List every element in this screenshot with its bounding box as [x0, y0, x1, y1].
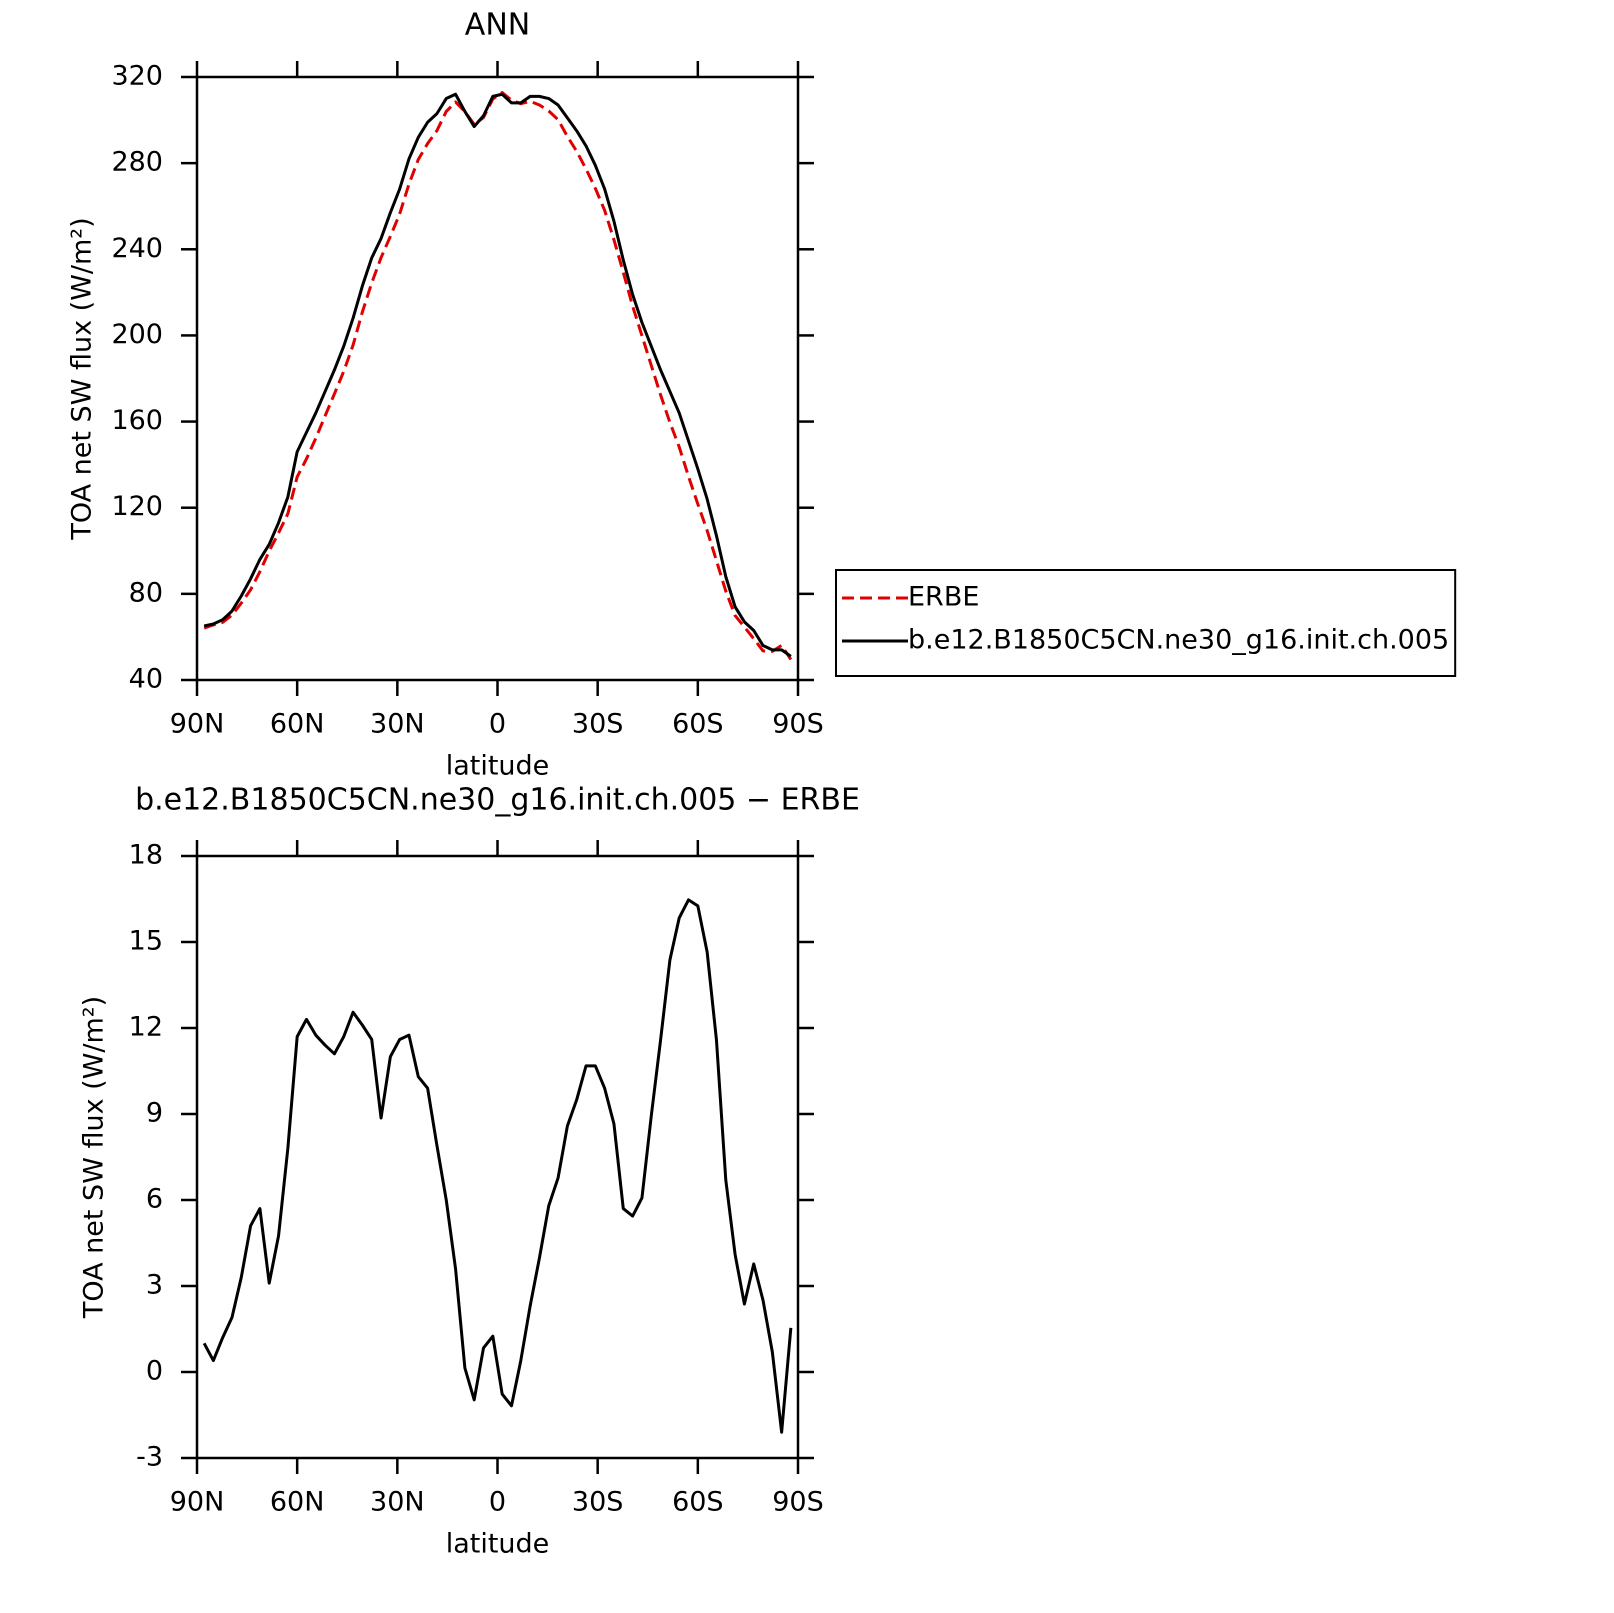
legend-label: ERBE	[908, 582, 979, 613]
x-tick-label: 90N	[170, 709, 225, 740]
y-tick-label: -3	[136, 1442, 163, 1473]
data-line	[203, 92, 792, 658]
x-tick-label: 30S	[572, 709, 624, 740]
x-tick-label: 90S	[772, 1487, 824, 1518]
y-tick-label: 3	[146, 1270, 163, 1301]
y-axis-label: TOA net SW flux (W/m²)	[79, 996, 110, 1319]
x-axis-label: latitude	[446, 751, 550, 782]
x-axis-label: latitude	[446, 1529, 550, 1560]
y-tick-label: 160	[111, 405, 163, 436]
data-line	[203, 91, 793, 661]
x-tick-label: 30S	[572, 1487, 624, 1518]
x-tick-label: 60S	[672, 1487, 724, 1518]
x-tick-label: 90S	[772, 709, 824, 740]
legend-box	[835, 569, 1457, 677]
x-tick-label: 60N	[270, 1487, 325, 1518]
x-tick-label: 30N	[370, 1487, 425, 1518]
y-tick-label: 240	[111, 233, 163, 264]
y-tick-label: 18	[129, 840, 163, 871]
data-line	[202, 898, 793, 1434]
y-tick-label: 320	[111, 61, 163, 92]
x-tick-label: 60N	[270, 709, 325, 740]
x-tick-label: 30N	[370, 709, 425, 740]
y-tick-label: 40	[129, 664, 163, 695]
plot-frame	[195, 854, 800, 1460]
y-tick-label: 12	[129, 1012, 163, 1043]
y-tick-label: 80	[129, 577, 163, 608]
y-tick-label: 280	[111, 147, 163, 178]
x-tick-label: 60S	[672, 709, 724, 740]
y-tick-label: 200	[111, 319, 163, 350]
legend-label: b.e12.B1850C5CN.ne30_g16.init.ch.005	[908, 625, 1449, 656]
y-tick-label: 0	[146, 1356, 163, 1387]
y-tick-label: 120	[111, 491, 163, 522]
y-axis-label: TOA net SW flux (W/m²)	[67, 217, 98, 540]
chart-title: ANN	[465, 8, 530, 43]
x-tick-label: 90N	[170, 1487, 225, 1518]
x-tick-label: 0	[489, 709, 506, 740]
y-tick-label: 6	[146, 1184, 163, 1215]
chart-title: b.e12.B1850C5CN.ne30_g16.init.ch.005 − E…	[135, 783, 860, 818]
plot-frame	[195, 75, 800, 682]
y-tick-label: 15	[129, 926, 163, 957]
x-tick-label: 0	[489, 1487, 506, 1518]
y-tick-label: 9	[146, 1098, 163, 1129]
